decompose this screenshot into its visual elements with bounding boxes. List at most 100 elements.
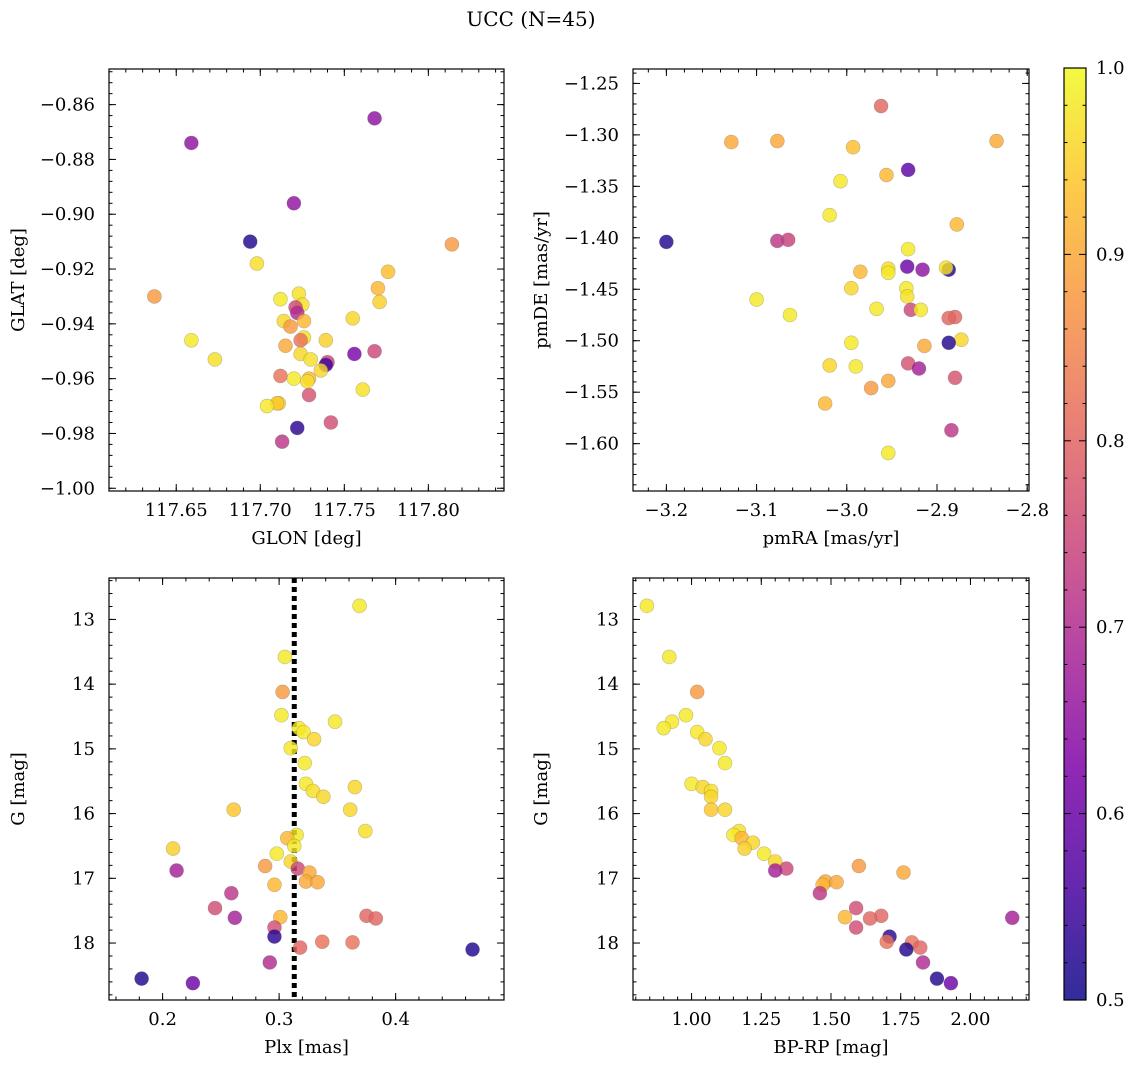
y-axis-label: G [mag] <box>8 752 29 825</box>
data-point <box>703 802 719 818</box>
data-point <box>848 920 864 935</box>
data-point <box>289 420 305 436</box>
data-point <box>327 714 343 729</box>
x-tick-label: −3.2 <box>645 500 689 521</box>
x-tick-label: 1.75 <box>881 1009 921 1030</box>
data-point <box>342 802 358 818</box>
data-point <box>306 731 322 747</box>
data-point <box>812 885 828 901</box>
data-point <box>316 789 331 805</box>
points <box>659 98 1004 461</box>
data-point <box>656 720 671 736</box>
data-point <box>278 338 293 354</box>
y-tick-label: −0.98 <box>40 423 95 444</box>
data-point <box>224 885 239 901</box>
y-tick-label: 16 <box>72 804 95 825</box>
data-point <box>303 352 319 367</box>
data-point <box>848 900 864 916</box>
data-point <box>767 863 783 878</box>
x-tick-label: −3.0 <box>825 500 869 521</box>
data-point <box>355 382 371 397</box>
y-tick-label: −1.50 <box>564 331 619 352</box>
data-point <box>941 310 957 326</box>
data-point <box>207 352 223 367</box>
data-point <box>367 111 382 126</box>
scatter-panel-2: −3.2 −3.1 −3.0 −2.9 −2.8 −1.60 −1.55 −1.50 −1.45… <box>531 68 1049 549</box>
ticks <box>633 578 1029 1000</box>
x-tick-label: 117.80 <box>397 500 460 521</box>
x-tick-label: 0.4 <box>381 1009 410 1030</box>
y-tick-label: 18 <box>596 933 619 954</box>
data-point <box>465 942 480 957</box>
y-tick-label: 13 <box>72 609 95 630</box>
y-tick-label: 17 <box>72 868 95 889</box>
data-point <box>829 874 844 890</box>
data-point <box>873 98 889 114</box>
x-tick-label: 1.00 <box>672 1009 712 1030</box>
x-axis-label: GLON [deg] <box>251 528 361 549</box>
y-tick-label: −1.35 <box>564 176 619 197</box>
data-point <box>345 311 361 326</box>
x-tick-label: 2.00 <box>950 1009 990 1030</box>
data-point <box>286 195 302 211</box>
x-tick-label: 1.50 <box>811 1009 851 1030</box>
data-point <box>301 387 317 403</box>
data-point <box>845 139 861 155</box>
data-point <box>913 302 929 318</box>
y-tick-label: 15 <box>596 739 619 760</box>
scatter-panel-3: 0.2 0.3 0.4 13 14 15 16 17 18 Plx [mas] G [mag] <box>8 577 505 1058</box>
x-tick-label: 117.70 <box>229 500 292 521</box>
data-point <box>782 307 798 323</box>
data-point <box>249 256 265 271</box>
y-tick-label: −1.45 <box>564 279 619 300</box>
data-point <box>943 975 959 991</box>
data-point <box>912 940 928 955</box>
points <box>147 111 460 449</box>
data-point <box>898 942 914 957</box>
y-tick-label: −0.96 <box>40 369 95 390</box>
data-point <box>698 731 713 747</box>
colorbar-frame <box>1063 67 1087 1001</box>
data-point <box>879 934 895 950</box>
axes-frame <box>632 68 1030 492</box>
x-tick-label: 0.2 <box>148 1009 177 1030</box>
data-point <box>347 346 362 362</box>
colorbar-tick-label: 0.7 <box>1096 617 1125 638</box>
data-point <box>737 841 752 856</box>
data-point <box>879 167 894 183</box>
data-point <box>147 289 162 304</box>
data-point <box>915 955 931 970</box>
y-tick-label: −1.30 <box>564 125 619 146</box>
data-point <box>275 684 290 700</box>
data-point <box>853 264 868 280</box>
data-point <box>724 134 739 150</box>
data-point <box>444 237 460 252</box>
data-point <box>941 335 957 351</box>
x-tick-label: 1.25 <box>741 1009 781 1030</box>
data-point <box>347 779 363 795</box>
y-tick-label: 15 <box>72 739 95 760</box>
data-point <box>689 684 705 700</box>
data-point <box>770 133 785 149</box>
data-point <box>226 802 241 818</box>
data-point <box>372 294 387 310</box>
data-point <box>817 396 833 411</box>
data-point <box>896 865 911 880</box>
data-point <box>310 874 325 890</box>
y-tick-label: −1.55 <box>564 382 619 403</box>
colorbar: 0.5 0.6 0.7 0.8 0.9 1.0 <box>1063 58 1125 1011</box>
y-tick-label: −0.92 <box>40 259 95 280</box>
colorbar-tick-label: 0.6 <box>1096 804 1125 825</box>
y-tick-label: −1.25 <box>564 73 619 94</box>
y-tick-label: −1.40 <box>564 228 619 249</box>
data-point <box>848 359 864 374</box>
data-point <box>300 374 315 389</box>
data-point <box>227 910 243 926</box>
y-tick-label: −1.60 <box>564 434 619 455</box>
x-axis-label: BP-RP [mag] <box>773 1037 888 1058</box>
axes-frame <box>108 68 505 492</box>
data-point <box>274 707 289 723</box>
data-point <box>277 649 293 665</box>
data-point <box>367 343 382 359</box>
data-point <box>257 858 273 874</box>
